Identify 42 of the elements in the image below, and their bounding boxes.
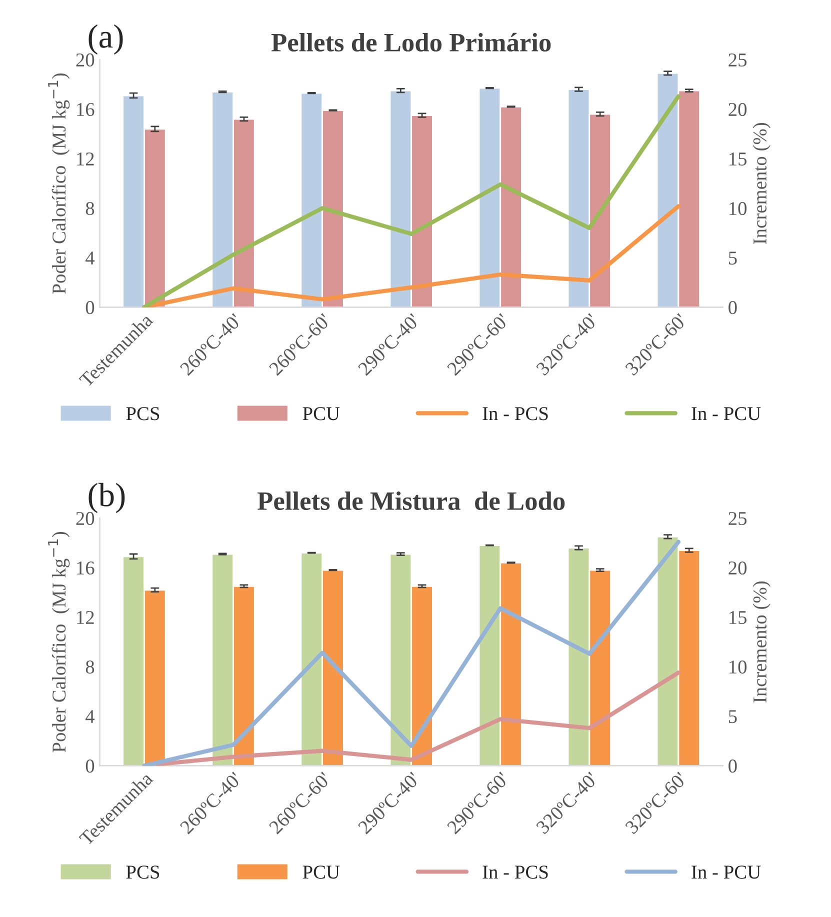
text: (a) [88, 24, 123, 55]
text: (b) [88, 482, 125, 514]
legend-label: In - PCS [482, 407, 548, 420]
y2-tick-label: 25 [728, 53, 747, 67]
y-tick-label: 20 [76, 512, 94, 526]
chart-title: Pellets de Lodo Primário [271, 32, 551, 52]
legend-label: PCS [126, 866, 160, 879]
y2-tick-label: 25 [728, 512, 747, 526]
legend-label: PCS [126, 407, 160, 420]
y-tick-label: 20 [76, 53, 94, 67]
y2-tick-label: 0 [728, 760, 737, 773]
y2-tick-label: 5 [728, 252, 737, 265]
y-tick-label: 16 [77, 102, 94, 116]
y-tick-label: 8 [86, 202, 94, 216]
y2-tick-label: 10 [730, 660, 747, 674]
y2-tick-label: 20 [728, 102, 747, 116]
y2-tick-label: 0 [728, 301, 737, 314]
legend-label: In - PCU [692, 866, 761, 879]
y-tick-label: 16 [77, 561, 94, 575]
y2-tick-label: 5 [728, 710, 737, 724]
legend-label: In - PCU [692, 407, 761, 420]
y-tick-label: 4 [86, 252, 95, 264]
chart-title: Pellets de Mistura de Lodo [258, 491, 565, 510]
y-tick-label: 4 [86, 710, 95, 723]
y-tick-label: 8 [86, 660, 94, 674]
y-tick-label: 0 [86, 301, 94, 314]
y2-tick-label: 10 [730, 202, 747, 216]
legend-label: PCU [302, 866, 340, 879]
y2-tick-label: 20 [728, 561, 747, 575]
y-axis-title: Poder Calorífico (MJ kg$^{−1}$) [48, 532, 70, 752]
y-tick-label: 0 [86, 760, 94, 773]
y2-tick-label: 15 [730, 152, 747, 166]
y-tick-label: 12 [77, 611, 94, 624]
legend-label: In - PCS [482, 866, 548, 879]
y-tick-label: 12 [77, 152, 94, 166]
y2-axis-title: Incremento (%) [752, 581, 770, 702]
line-series [142, 94, 681, 308]
legend-label: PCU [302, 407, 340, 420]
y2-axis-title: Incremento (%) [752, 122, 770, 244]
line-series [142, 540, 681, 766]
y2-tick-label: 15 [730, 611, 747, 624]
y-axis-title: Poder Calorífico (MJ kg$^{−1}$) [48, 74, 70, 294]
